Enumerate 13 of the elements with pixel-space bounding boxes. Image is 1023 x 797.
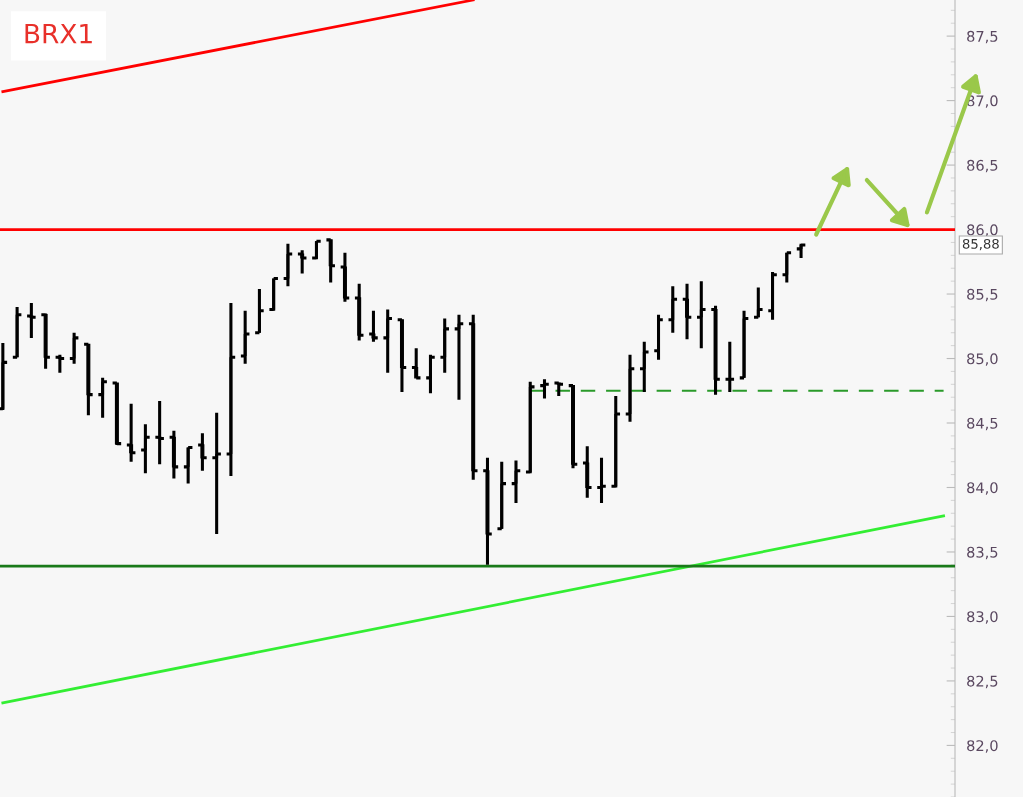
text: BRX1 — [25, 23, 92, 44]
y-tick-label: 84,5 — [967, 417, 998, 431]
y-tick-label: 84,0 — [967, 482, 998, 495]
y-tick-label: 86,5 — [967, 159, 998, 173]
y-tick-label: 86,0 — [967, 224, 998, 237]
y-tick-label: 82,5 — [967, 675, 998, 689]
y-tick-label: 82,0 — [967, 740, 998, 753]
text: 85,88 — [962, 238, 999, 251]
y-tick-label: 85,5 — [967, 288, 998, 302]
y-tick-label: 85,0 — [967, 353, 998, 366]
y-tick-label: 83,5 — [967, 546, 998, 560]
y-tick-label: 87,5 — [967, 30, 998, 44]
y-tick-label: 83,0 — [967, 611, 998, 624]
